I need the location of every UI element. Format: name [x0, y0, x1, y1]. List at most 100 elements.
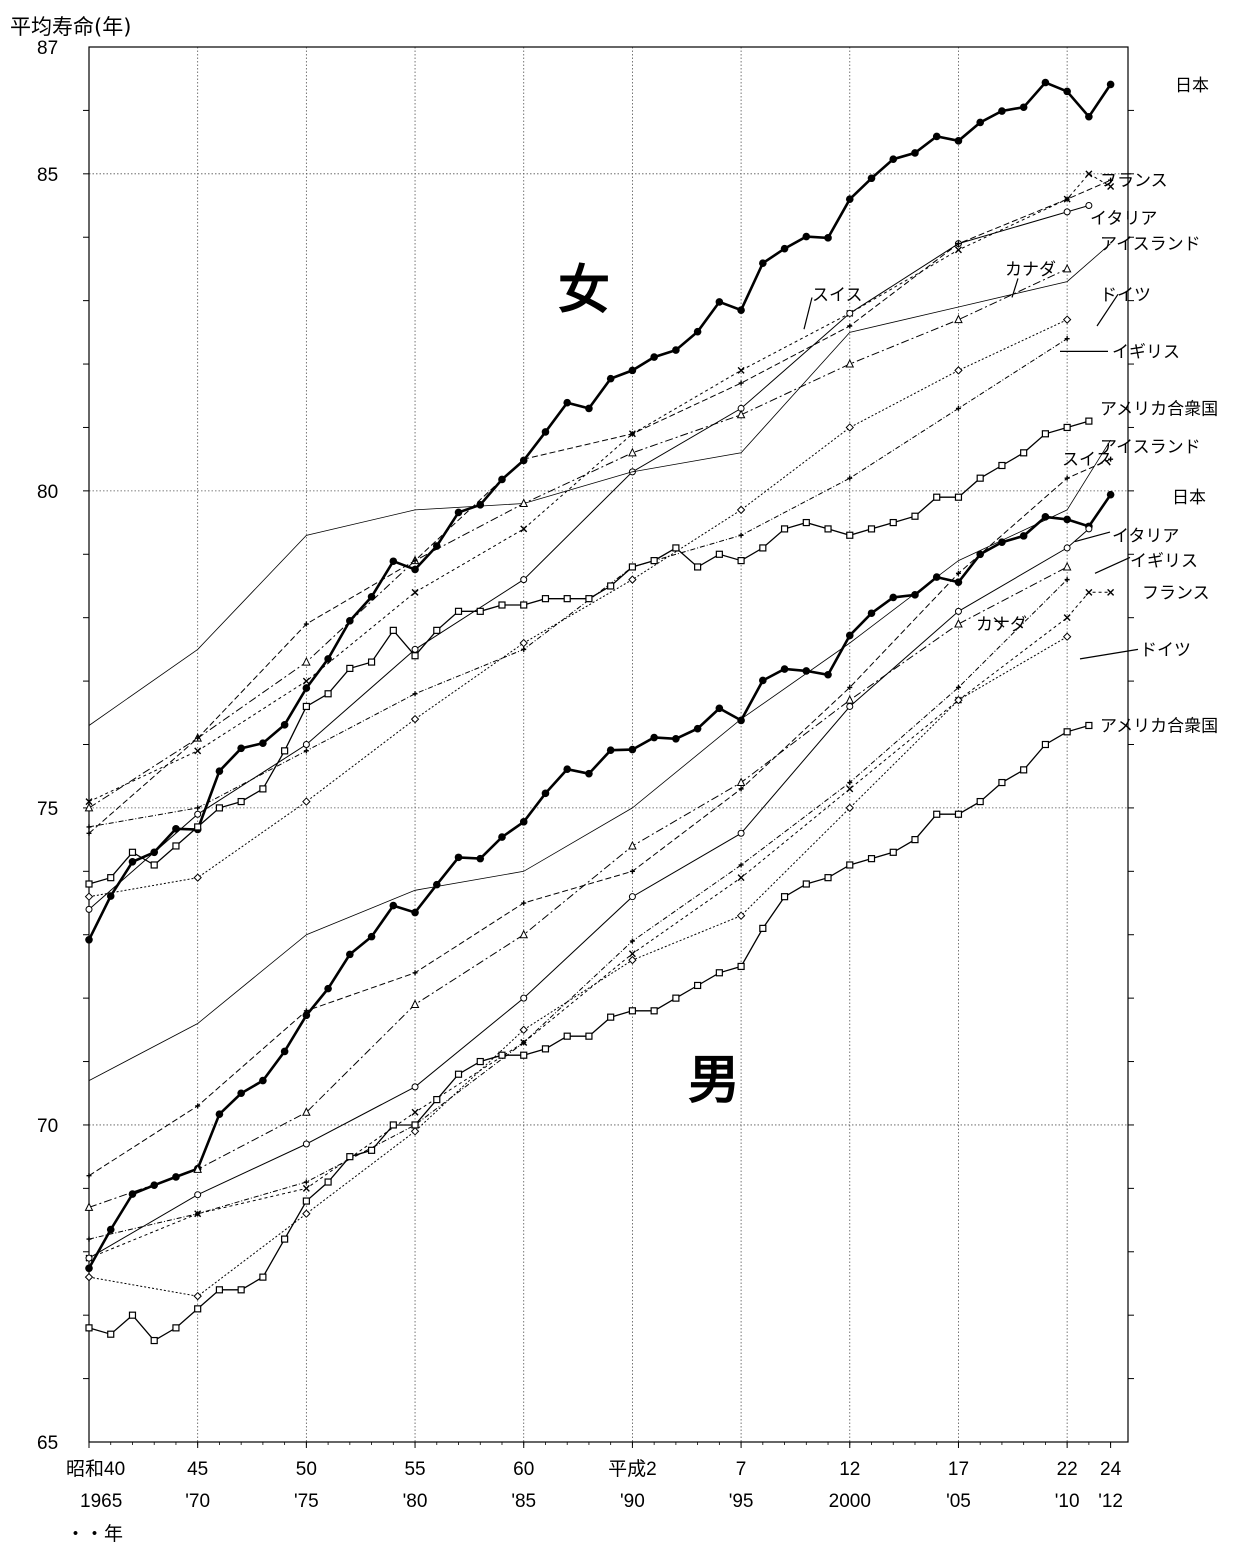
data-point: [454, 607, 463, 615]
data-point: [389, 901, 398, 910]
data-point: [672, 544, 680, 552]
data-point: [845, 694, 855, 704]
data-point: [1064, 577, 1070, 583]
legend-label-male-ドイツ: ドイツ: [1140, 640, 1191, 660]
series-female-カナダ: [84, 263, 1072, 812]
data-point: [954, 314, 963, 324]
series-line: [88, 243, 1111, 726]
data-point: [86, 824, 92, 830]
x-tick-label: '12: [1098, 1491, 1123, 1512]
series-line: [88, 591, 1111, 1259]
data-point: [998, 778, 1006, 787]
data-point: [955, 570, 961, 576]
data-point: [1041, 740, 1050, 749]
data-point: [802, 880, 810, 888]
data-point: [867, 174, 876, 183]
data-point: [411, 1121, 419, 1129]
data-point: [367, 592, 376, 601]
data-point: [498, 601, 506, 609]
data-point: [346, 664, 354, 673]
data-point: [737, 366, 745, 374]
data-point: [802, 232, 811, 241]
series-line: [88, 338, 1068, 828]
data-point: [976, 797, 984, 806]
data-point: [454, 853, 463, 862]
data-point: [324, 984, 332, 993]
data-point: [693, 724, 702, 733]
data-point: [954, 578, 963, 586]
female-annotation: 女: [558, 261, 610, 321]
y-tick-label: 87: [37, 38, 58, 59]
data-point: [737, 874, 745, 882]
data-point: [1062, 561, 1072, 571]
data-point: [302, 1140, 310, 1148]
data-point: [1041, 430, 1050, 438]
data-point: [628, 950, 636, 958]
data-point: [780, 893, 789, 901]
series-line: [88, 566, 1068, 1208]
series-male-フランス: [85, 588, 1115, 1262]
data-point: [1108, 177, 1114, 183]
data-point: [715, 969, 723, 977]
data-point: [172, 1324, 180, 1332]
data-point: [521, 1040, 527, 1046]
legend-label-female-アイスランド: アイスランド: [1100, 235, 1201, 255]
data-point: [1064, 196, 1070, 202]
data-point: [846, 702, 854, 710]
data-point: [195, 1211, 201, 1217]
legend-leader: [993, 617, 1005, 628]
y-tick-label: 85: [37, 165, 58, 186]
data-point: [1063, 614, 1071, 622]
data-point: [412, 970, 418, 976]
data-point: [107, 1330, 115, 1338]
data-point: [237, 1089, 245, 1098]
data-point: [389, 557, 398, 566]
grid: [89, 47, 1128, 1442]
data-point: [846, 531, 854, 539]
legend-leader: [1079, 648, 1139, 660]
data-point: [519, 498, 529, 508]
data-point: [607, 582, 615, 590]
y-tick-label: 80: [37, 482, 58, 503]
data-point: [737, 829, 745, 837]
data-point: [845, 358, 855, 368]
x-tick-label: '70: [185, 1491, 210, 1512]
data-point: [1085, 170, 1093, 178]
data-point: [128, 858, 137, 866]
x-axis-title: ・・年: [66, 1523, 123, 1545]
data-point: [389, 1121, 397, 1129]
data-point: [1108, 456, 1114, 462]
legend-label-male-日本: 日本: [1172, 488, 1206, 508]
x-tick-label: '95: [729, 1491, 754, 1512]
series-female-アメリカ合衆国: [85, 417, 1093, 888]
data-point: [954, 493, 963, 501]
data-point: [128, 848, 137, 856]
data-point: [1020, 766, 1028, 774]
data-point: [867, 855, 876, 863]
data-point: [628, 366, 637, 375]
legend-leader: [1074, 531, 1111, 543]
series-female-日本: [85, 78, 1115, 944]
y-axis-title: 平均寿命(年): [10, 15, 131, 39]
legend-label-female-カナダ: カナダ: [1005, 260, 1056, 280]
data-point: [302, 677, 310, 685]
data-point: [521, 900, 527, 906]
legend-label-male-アイスランド: アイスランド: [1100, 437, 1201, 457]
x-tick-label: 45: [187, 1459, 208, 1480]
data-point: [302, 1184, 310, 1192]
data-point: [824, 525, 832, 533]
legend-leader: [1094, 556, 1131, 574]
data-point: [85, 1264, 93, 1273]
data-point: [738, 532, 744, 538]
data-point: [889, 848, 897, 856]
x-tick-label: 22: [1057, 1459, 1078, 1480]
data-point: [106, 1225, 115, 1234]
data-point: [563, 1032, 571, 1040]
data-point: [194, 747, 202, 755]
data-point: [521, 456, 527, 462]
data-point: [411, 565, 419, 574]
data-point: [193, 873, 202, 882]
data-point: [454, 1070, 463, 1078]
data-point: [84, 802, 94, 812]
plot-frame: [88, 46, 1129, 1443]
